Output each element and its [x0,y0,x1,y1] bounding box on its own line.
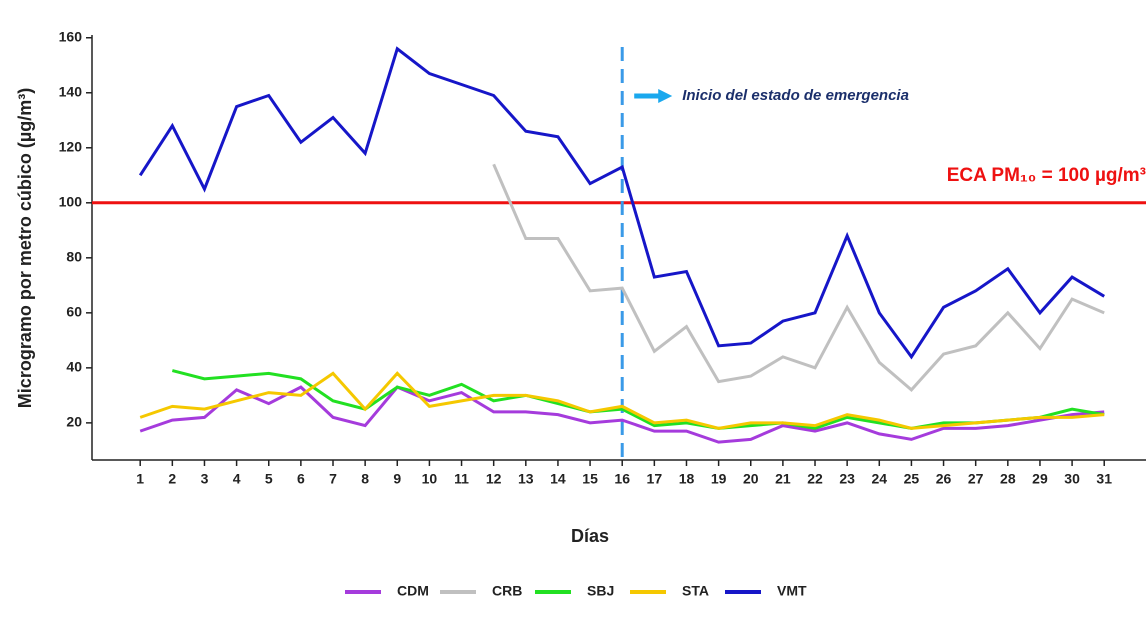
legend-label: CDM [397,583,429,599]
x-tick-label: 17 [647,471,663,487]
series-line [139,385,1105,444]
x-tick-label: 7 [329,471,337,487]
x-tick-label: 15 [582,471,598,487]
x-tick-label: 30 [1064,471,1080,487]
x-tick-label: 5 [265,471,273,487]
x-tick-label: 8 [361,471,369,487]
y-axis-title: Microgramo por metro cúbico (µg/m³) [15,88,35,408]
x-tick-label: 28 [1000,471,1016,487]
x-tick-label: 4 [233,471,241,487]
x-tick-label: 3 [201,471,209,487]
x-tick-label: 9 [393,471,401,487]
event-arrow-head [658,89,673,103]
x-tick-label: 1 [136,471,144,487]
x-tick-label: 26 [936,471,952,487]
x-tick-label: 21 [775,471,791,487]
y-tick-label: 160 [59,28,83,44]
x-tick-label: 14 [550,471,566,487]
x-tick-label: 2 [168,471,176,487]
x-tick-label: 20 [743,471,759,487]
y-tick-label: 100 [59,194,83,210]
x-tick-label: 13 [518,471,534,487]
event-label: Inicio del estado de emergencia [682,87,909,104]
x-tick-label: 10 [422,471,438,487]
x-tick-label: 19 [711,471,727,487]
x-tick-label: 22 [807,471,823,487]
legend-label: VMT [777,583,807,599]
series-line [492,163,1105,392]
series-line [139,371,1105,430]
x-tick-label: 24 [871,471,887,487]
y-tick-label: 40 [66,359,82,375]
x-tick-label: 31 [1096,471,1112,487]
x-tick-label: 23 [839,471,855,487]
legend-label: STA [682,583,709,599]
x-tick-label: 29 [1032,471,1048,487]
x-axis-title: Días [571,526,609,546]
x-tick-label: 27 [968,471,984,487]
x-tick-label: 16 [614,471,630,487]
x-tick-label: 11 [454,471,469,487]
y-tick-label: 140 [59,83,83,99]
x-tick-label: 12 [486,471,502,487]
x-tick-label: 25 [904,471,920,487]
x-tick-label: 18 [679,471,695,487]
reference-label: ECA PM₁₀ = 100 µg/m³ [947,165,1146,186]
y-tick-label: 120 [59,138,83,154]
x-tick-label: 6 [297,471,305,487]
series-line [138,46,1106,360]
y-tick-label: 20 [66,414,82,430]
y-tick-label: 80 [66,249,82,265]
y-tick-label: 60 [66,304,82,320]
series-line [171,369,1105,430]
legend-label: CRB [492,583,522,599]
legend-label: SBJ [587,583,614,599]
